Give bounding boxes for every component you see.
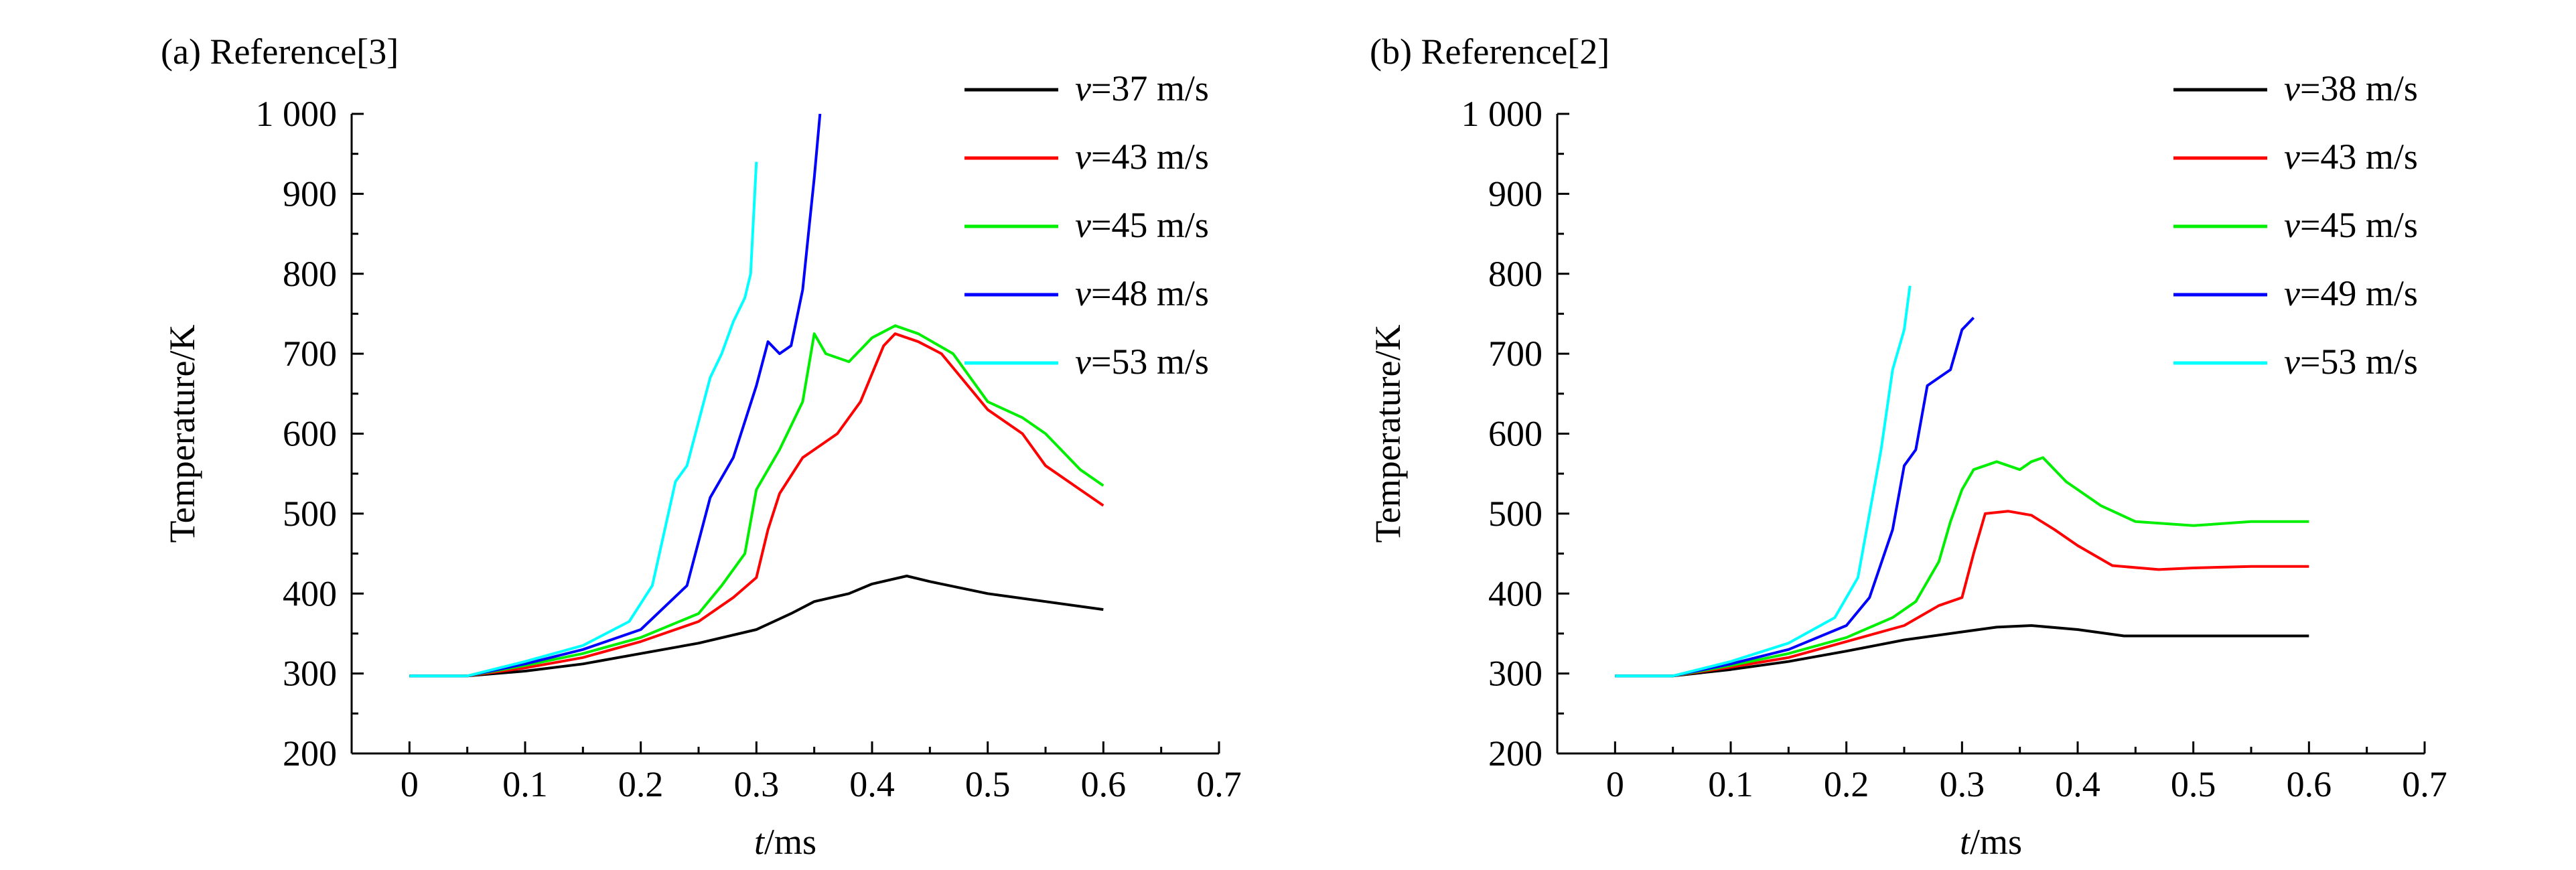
y-tick-label: 700	[1488, 334, 1543, 374]
legend-label: v=38 m/s	[2284, 68, 2418, 108]
series-lines	[409, 113, 1104, 678]
y-tick-label: 300	[283, 654, 337, 694]
legend-item: v=49 m/s	[2173, 273, 2418, 313]
y-tick-label: 1 000	[256, 94, 338, 134]
y-tick-label: 1 000	[1461, 94, 1543, 134]
x-tick-label: 0.5	[2171, 764, 2216, 804]
series-line-v-38-m-s	[1615, 624, 2309, 678]
legend-item: v=45 m/s	[2173, 205, 2418, 245]
y-tick-label: 400	[283, 573, 337, 613]
legend-label: v=48 m/s	[1075, 273, 1209, 313]
y-tick-label: 500	[1488, 494, 1543, 534]
panel-title: (a) Reference[3]	[161, 31, 399, 72]
x-axis-label: t/ms	[754, 822, 816, 862]
y-tick-label: 300	[1488, 654, 1543, 694]
x-tick-label: 0.6	[2287, 764, 2332, 804]
y-axis-label: Temperature/K	[162, 324, 202, 542]
y-tick-label: 700	[283, 334, 337, 374]
legend-item: v=45 m/s	[964, 205, 1209, 245]
y-tick-label: 500	[283, 494, 337, 534]
legend-label: v=43 m/s	[1075, 137, 1209, 177]
x-tick-label: 0	[401, 764, 419, 804]
series-line-v-49-m-s	[1615, 317, 1975, 678]
chart-panel-a: (a) Reference[3] 200 300 400 500 600 700 800 90…	[161, 31, 1242, 862]
y-tick-label: 600	[283, 414, 337, 454]
x-tick-label: 0.5	[965, 764, 1011, 804]
series-line-v-48-m-s	[409, 113, 822, 678]
legend-label: v=53 m/s	[2284, 342, 2418, 382]
legend-label: v=43 m/s	[2284, 137, 2418, 177]
legend-item: v=53 m/s	[2173, 342, 2418, 382]
legend-label: v=45 m/s	[2284, 205, 2418, 245]
y-tick-label: 400	[1488, 573, 1543, 613]
legend-label: v=49 m/s	[2284, 273, 2418, 313]
chart-panel-b: (b) Reference[2] 200 300 400 500 600 700 800 90…	[1368, 31, 2447, 862]
legend-item: v=48 m/s	[964, 273, 1209, 313]
x-tick-label: 0.6	[1081, 764, 1127, 804]
x-tick-label: 0.3	[734, 764, 780, 804]
x-tick-label: 0.3	[1940, 764, 1985, 804]
y-tick-label: 900	[283, 173, 337, 214]
legend-item: v=43 m/s	[2173, 137, 2418, 177]
legend-label: v=37 m/s	[1075, 68, 1209, 108]
legend-item: v=53 m/s	[964, 342, 1209, 382]
legend: v=37 m/s v=43 m/s v=45 m/s v=48 m/s v=53 m/s	[964, 68, 1209, 382]
legend-item: v=38 m/s	[2173, 68, 2418, 108]
x-tick-label: 0.1	[502, 764, 548, 804]
series-line-v-45-m-s	[409, 324, 1104, 678]
series-lines	[1615, 285, 2309, 678]
legend-item: v=43 m/s	[964, 137, 1209, 177]
panel-title: (b) Reference[2]	[1370, 31, 1609, 72]
x-tick-label: 0.2	[1824, 764, 1869, 804]
legend: v=38 m/s v=43 m/s v=45 m/s v=49 m/s v=53 m/s	[2173, 68, 2418, 382]
x-tick-label: 0.4	[2055, 764, 2100, 804]
y-tick-label: 800	[283, 254, 337, 294]
y-tick-label: 200	[1488, 733, 1543, 774]
series-line-v-43-m-s	[1615, 510, 2309, 678]
series-line-v-43-m-s	[409, 332, 1104, 678]
x-tick-label: 0.2	[618, 764, 664, 804]
x-tick-label: 0.7	[2402, 764, 2447, 804]
series-line-v-45-m-s	[1615, 456, 2309, 678]
y-axis-label: Temperature/K	[1368, 324, 1408, 542]
series-line-v-37-m-s	[409, 575, 1104, 678]
x-tick-label: 0.7	[1196, 764, 1242, 804]
y-tick-label: 900	[1488, 173, 1543, 214]
axes: 200 300 400 500 600 700 800 900 1 000 0 0.1 0.2 0.3 0…	[162, 94, 1242, 862]
series-line-v-53-m-s	[1615, 285, 1912, 678]
x-axis-label: t/ms	[1960, 822, 2022, 862]
legend-item: v=37 m/s	[964, 68, 1209, 108]
legend-label: v=45 m/s	[1075, 205, 1209, 245]
x-tick-label: 0.1	[1708, 764, 1754, 804]
x-tick-label: 0	[1606, 764, 1624, 804]
y-tick-label: 600	[1488, 414, 1543, 454]
axes: 200 300 400 500 600 700 800 900 1 000 0 0.1 0.2 0.3 0…	[1368, 94, 2447, 862]
legend-label: v=53 m/s	[1075, 342, 1209, 382]
x-tick-label: 0.4	[849, 764, 895, 804]
y-tick-label: 800	[1488, 254, 1543, 294]
y-tick-label: 200	[283, 733, 337, 774]
series-line-v-53-m-s	[409, 161, 758, 678]
